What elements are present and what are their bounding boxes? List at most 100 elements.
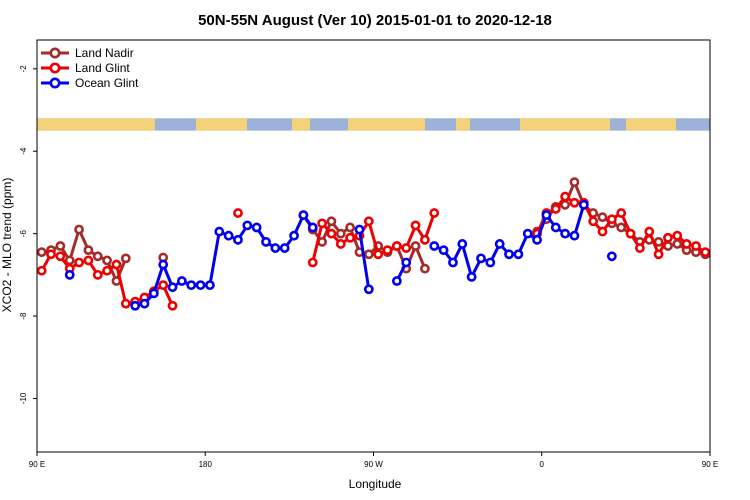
x-tick-label: 90 W: [364, 460, 383, 469]
data-point: [345, 222, 356, 233]
x-tick-label: 90 E: [702, 460, 718, 469]
data-point: [560, 191, 571, 202]
legend-item: Land Nadir: [41, 46, 134, 60]
data-point: [326, 228, 337, 239]
legend-item: Ocean Glint: [41, 76, 139, 90]
data-point: [223, 230, 234, 241]
data-point: [92, 251, 103, 262]
data-point: [251, 222, 262, 233]
legend-label: Land Nadir: [75, 46, 134, 60]
x-axis-label: Longitude: [349, 477, 402, 491]
data-point: [186, 280, 197, 291]
data-point: [354, 224, 365, 235]
data-point: [494, 239, 505, 249]
data-point: [74, 257, 84, 268]
data-point: [214, 226, 225, 237]
data-point: [672, 230, 683, 241]
data-point: [37, 247, 47, 258]
data-point: [382, 245, 393, 256]
legend-label: Ocean Glint: [75, 76, 139, 90]
land-band: [37, 118, 155, 131]
data-point: [102, 265, 113, 276]
legend-marker: [49, 47, 61, 59]
legend-label: Land Glint: [75, 61, 130, 75]
y-tick-label: -8: [19, 312, 28, 320]
series-layer: [37, 177, 750, 311]
chart-title: 50N-55N August (Ver 10) 2015-01-01 to 20…: [198, 12, 552, 29]
data-point: [307, 257, 318, 268]
data-point: [261, 236, 271, 247]
data-point: [616, 208, 627, 218]
data-point: [588, 216, 599, 227]
data-point: [158, 259, 169, 270]
data-point: [597, 226, 608, 237]
series-ocean-glint: [64, 199, 737, 311]
data-point: [522, 228, 533, 239]
data-point: [616, 222, 627, 233]
data-point: [550, 222, 561, 233]
data-point: [326, 216, 337, 227]
data-point: [700, 247, 710, 258]
data-point: [167, 282, 178, 293]
x-tick-label: 90 E: [29, 460, 45, 469]
data-point: [289, 230, 299, 241]
data-point: [363, 216, 374, 227]
data-point: [420, 263, 430, 274]
legend-marker: [49, 62, 61, 74]
data-point: [541, 210, 552, 220]
data-point: [709, 256, 710, 260]
data-point: [130, 300, 141, 311]
x-tick-label: 180: [199, 460, 213, 469]
data-point: [37, 265, 47, 276]
data-point: [270, 243, 281, 253]
data-point: [363, 284, 374, 295]
data-point: [532, 234, 542, 245]
data-point: [569, 197, 580, 208]
legend-marker: [49, 77, 61, 89]
data-point: [625, 228, 636, 239]
y-tick-label: -10: [19, 392, 28, 404]
data-point: [476, 253, 486, 264]
data-point: [92, 269, 103, 280]
series-land-glint: [37, 191, 727, 311]
data-point: [720, 247, 727, 254]
data-point: [560, 228, 571, 239]
data-point: [391, 276, 402, 286]
data-point: [120, 298, 131, 309]
data-point: [681, 239, 692, 249]
data-point: [345, 232, 356, 243]
data-point: [513, 249, 524, 260]
data-point: [578, 199, 589, 210]
data-point: [205, 280, 215, 291]
series-line: [40, 195, 710, 307]
data-point: [420, 234, 430, 245]
y-axis: -2 -4 -6 -8 -10: [19, 65, 37, 404]
data-point: [606, 214, 617, 225]
series-line: [42, 182, 750, 281]
data-point: [720, 269, 727, 276]
data-point: [335, 239, 346, 249]
data-point: [46, 249, 56, 260]
data-point: [74, 224, 84, 235]
y-tick-label: -4: [19, 147, 28, 155]
data-point: [83, 255, 94, 266]
data-point: [298, 210, 309, 220]
data-point: [739, 255, 746, 262]
data-point: [730, 271, 737, 278]
data-point: [634, 243, 645, 253]
series-line: [134, 204, 586, 308]
data-point: [176, 276, 187, 286]
data-point: [307, 222, 318, 233]
legend-item: Land Glint: [41, 61, 130, 75]
y-tick-label: -2: [19, 65, 28, 73]
data-point: [233, 208, 243, 218]
data-point: [335, 228, 346, 239]
data-point: [410, 220, 421, 231]
data-point: [363, 249, 374, 260]
data-point: [429, 208, 440, 218]
data-point: [242, 220, 253, 231]
data-point: [485, 257, 496, 268]
data-point: [139, 298, 150, 309]
